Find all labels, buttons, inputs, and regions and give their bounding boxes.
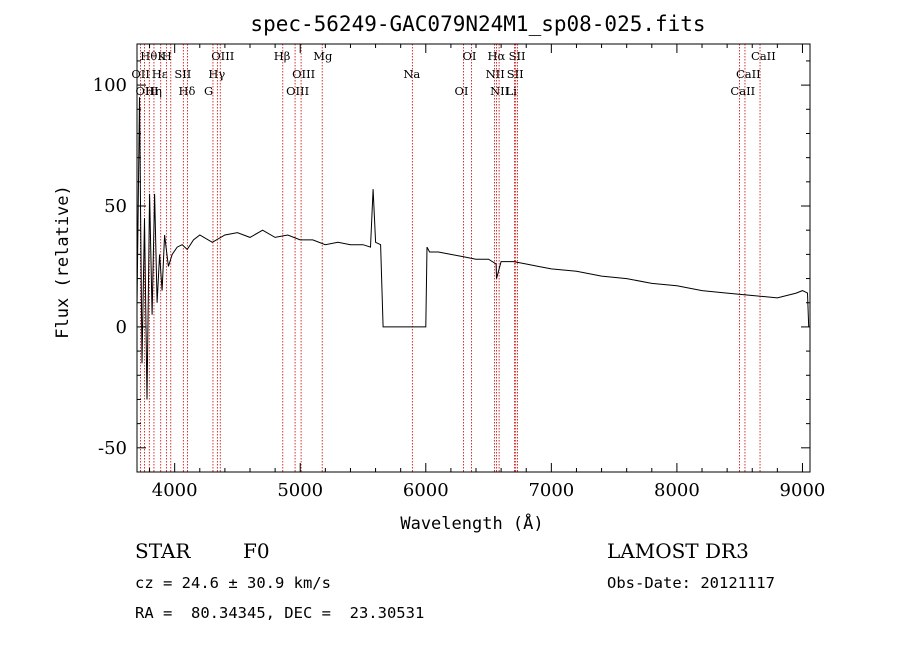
spectral-line-label: OII	[131, 67, 150, 81]
spectral-line-label: OIII	[286, 84, 309, 98]
spectral-line-label: OIII	[292, 67, 315, 81]
axis-ticks: 4000 5000 6000 7000 8000 9000 -50 0 50 100	[93, 44, 826, 501]
y-tick-label: 50	[104, 196, 127, 217]
spectral-line-label: Hη	[145, 84, 162, 98]
plot-frame	[136, 43, 811, 473]
spectral-line-labels: HθOIIOIIIKHεHηHSIIHδOIIIHγGHβOIIIOIIIMgN…	[131, 49, 775, 98]
x-tick-label: 9000	[780, 480, 826, 501]
spectral-line-markers	[139, 44, 761, 472]
spectral-line-label: Mg	[313, 49, 333, 63]
series-group	[136, 97, 810, 400]
chart-title: spec-56249-GAC079N24M1_sp08-025.fits	[250, 12, 705, 36]
spectral-line-label: Hθ	[140, 49, 157, 63]
subclass-label: F0	[243, 539, 270, 563]
spectral-line-label: OI	[462, 49, 476, 63]
x-tick-label: 7000	[528, 480, 574, 501]
spectral-line-label: G	[204, 84, 213, 98]
class-label: STAR	[135, 539, 191, 563]
spectral-line-label: K	[157, 49, 166, 63]
y-tick-label: 0	[116, 317, 127, 338]
y-tick-label: 100	[93, 75, 127, 96]
x-axis-label: Wavelength (Å)	[400, 512, 543, 534]
spectral-line-label: CaII	[736, 67, 761, 81]
spectral-line-label: Hα	[487, 49, 505, 63]
spectral-line-label: Hβ	[274, 49, 291, 63]
x-tick-label: 4000	[152, 480, 198, 501]
obs-date-line: Obs-Date: 20121117	[607, 574, 775, 592]
spectral-line-label: CaII	[730, 84, 755, 98]
spectral-line-label: Hγ	[208, 67, 225, 81]
spectral-line-label: SII	[509, 49, 526, 63]
spectral-line-label: Hδ	[178, 84, 195, 98]
y-tick-label: -50	[98, 438, 127, 459]
spectral-line-label: Na	[403, 67, 420, 81]
spectral-line-label: Li	[506, 84, 518, 98]
x-tick-label: 8000	[654, 480, 700, 501]
spectral-line-label: NII	[490, 84, 509, 98]
spectral-line-label: CaII	[751, 49, 776, 63]
spectral-line-label: H	[162, 49, 172, 63]
redshift-line: cz = 24.6 ± 30.9 km/s	[135, 574, 331, 592]
spectral-line-label: SII	[507, 67, 524, 81]
spectrum-line	[136, 97, 810, 400]
spectral-line-label: Hε	[152, 67, 168, 81]
survey-label: LAMOST DR3	[607, 539, 749, 563]
spectral-line-label: OIII	[136, 84, 159, 98]
x-tick-label: 5000	[277, 480, 323, 501]
x-tick-label: 6000	[403, 480, 449, 501]
spectral-line-label: OI	[454, 84, 468, 98]
y-axis-label: Flux (relative)	[53, 185, 73, 339]
spectral-line-label: OIII	[211, 49, 234, 63]
coordinates-line: RA = 80.34345, DEC = 23.30531	[135, 604, 425, 622]
spectral-line-label: NII	[486, 67, 505, 81]
spectral-line-label: SII	[174, 67, 191, 81]
